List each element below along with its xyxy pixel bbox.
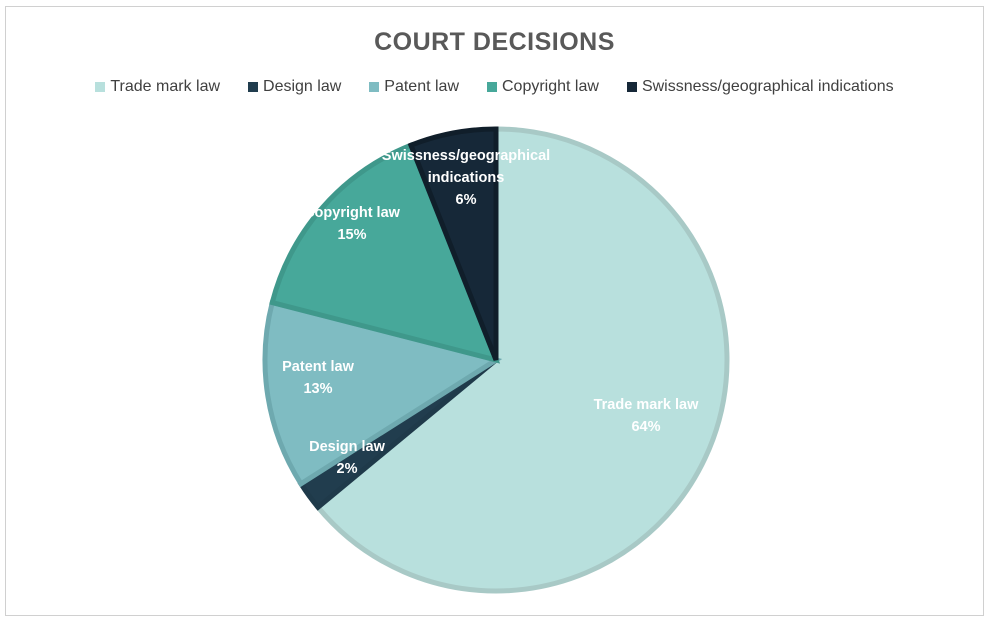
slice-label-line: 13% — [303, 381, 332, 397]
slice-label-line: 2% — [337, 461, 358, 477]
slice-label-line: 64% — [631, 419, 660, 435]
slice-label-line: Trade mark law — [594, 397, 699, 413]
slice-label-line: Patent law — [282, 359, 354, 375]
slice-label-line: Design law — [309, 439, 385, 455]
slice-label-line: 15% — [337, 227, 366, 243]
slice-label-line: 6% — [456, 192, 477, 208]
slice-label-line: Copyright law — [304, 205, 401, 221]
slice-label-line: indications — [428, 170, 505, 186]
slice-label-line: Swissness/geographical — [382, 148, 550, 164]
